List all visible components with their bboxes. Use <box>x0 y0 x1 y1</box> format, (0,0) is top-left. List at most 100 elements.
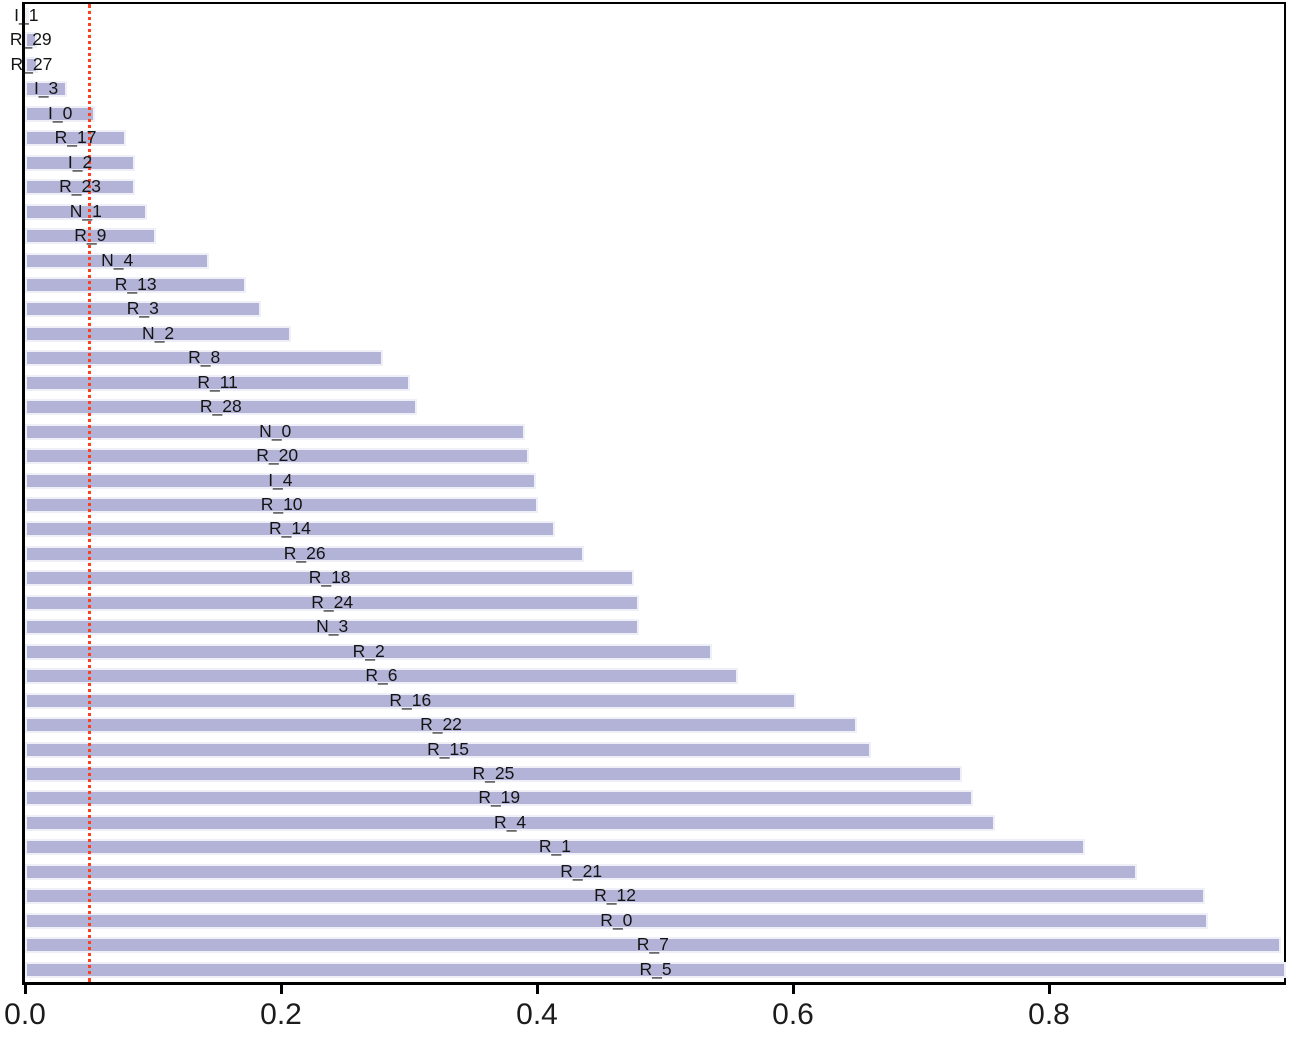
bar-row: R_26 <box>25 542 1284 566</box>
bar <box>25 937 1281 954</box>
x-axis-tick-label: 0.6 <box>772 998 814 1031</box>
bar-row: R_0 <box>25 909 1284 933</box>
bar <box>25 81 68 98</box>
bar <box>25 252 210 269</box>
bar <box>25 863 1138 880</box>
plot-area: I_1 R_29 R_27 I_3 I_0 R_17 I_2 R_23 N_1 R_9 N_4 R_1… <box>4 2 1286 1031</box>
bar-row: R_3 <box>25 297 1284 321</box>
bar-label: R_0 <box>600 909 633 930</box>
bar-label: R_12 <box>594 885 636 906</box>
bar-row: R_8 <box>25 346 1284 370</box>
bar-label: I_3 <box>33 78 59 99</box>
bar <box>25 668 738 685</box>
bar <box>25 961 1286 978</box>
bar <box>25 325 292 342</box>
bar-label: N_3 <box>316 616 349 637</box>
bar-row: N_0 <box>25 420 1284 444</box>
bar <box>25 717 857 734</box>
bar-label: R_28 <box>199 396 242 417</box>
bar-label: R_3 <box>126 298 159 319</box>
bar-row: R_1 <box>25 835 1284 859</box>
bar-row: N_4 <box>25 249 1284 273</box>
bar-row: R_12 <box>25 884 1284 908</box>
bar <box>25 179 136 196</box>
bar <box>25 497 539 513</box>
bar <box>25 765 962 782</box>
bar-row: R_24 <box>25 591 1284 615</box>
bar-label: R_22 <box>420 714 462 735</box>
bar <box>25 374 411 391</box>
bar <box>25 423 526 440</box>
x-axis-tick-label: 0.4 <box>516 998 558 1031</box>
bar-row: R_13 <box>25 273 1284 297</box>
bar-label: R_10 <box>260 494 303 514</box>
bar <box>25 570 635 587</box>
bar <box>25 154 136 171</box>
bar <box>25 839 1085 856</box>
bar <box>25 32 37 49</box>
bar-row: I_3 <box>25 77 1284 101</box>
bar-label: N_1 <box>69 200 102 221</box>
bar <box>25 56 38 73</box>
bar-row: R_9 <box>25 224 1284 248</box>
bar-label: R_19 <box>478 787 521 808</box>
bar <box>25 105 96 122</box>
x-axis-tick <box>23 982 27 994</box>
bar-label: R_24 <box>311 591 354 612</box>
bar-label: R_11 <box>197 371 238 392</box>
bar <box>25 448 530 465</box>
x-axis-tick <box>279 982 283 994</box>
bar-label: I_2 <box>67 151 93 172</box>
bar-label: N_4 <box>101 249 134 270</box>
bar-label: I_1 <box>14 5 39 25</box>
bar-row: R_22 <box>25 713 1284 737</box>
x-axis-tick <box>1047 982 1051 994</box>
bar-row: R_4 <box>25 811 1284 835</box>
bar-label: R_18 <box>308 567 351 588</box>
bar <box>25 619 640 636</box>
bar <box>25 301 261 318</box>
bar-label: R_29 <box>9 29 52 50</box>
bar-row: R_29 <box>10 28 1284 52</box>
x-axis-tick-label: 0.2 <box>260 998 302 1031</box>
bar-row: R_15 <box>25 738 1284 762</box>
bar-row: R_19 <box>25 786 1284 810</box>
bar <box>25 203 147 220</box>
bar-label: R_6 <box>365 665 398 686</box>
bar <box>25 594 640 611</box>
bar-row: R_20 <box>25 444 1284 468</box>
bar <box>25 643 713 660</box>
bar-label: R_25 <box>472 762 515 783</box>
x-axis-tick <box>791 982 795 994</box>
bar-label: R_16 <box>389 689 432 710</box>
bar-row: R_10 <box>25 493 1284 517</box>
bar-row: I_2 <box>25 151 1284 175</box>
x-axis-tick-label: 0.8 <box>1028 998 1070 1031</box>
bar-label: R_23 <box>59 176 101 197</box>
bar-label: R_13 <box>114 273 157 294</box>
bar-row: I_1 <box>14 4 1284 28</box>
bar-label: R_4 <box>494 811 527 832</box>
bar <box>25 790 974 807</box>
bar-row: R_2 <box>25 640 1284 664</box>
bar-label: R_7 <box>636 934 669 955</box>
bar-row: R_21 <box>25 860 1284 884</box>
bar-row: N_2 <box>25 322 1284 346</box>
bar-row: N_1 <box>25 200 1284 224</box>
bar-label: N_2 <box>142 322 175 343</box>
bar <box>25 8 29 24</box>
bar-label: R_1 <box>538 836 571 857</box>
bar-row: R_6 <box>25 664 1284 688</box>
x-axis-tick-label: 0.0 <box>4 998 46 1031</box>
bar-row: R_5 <box>25 958 1286 982</box>
bar <box>25 692 796 709</box>
bar-label: R_21 <box>560 860 603 881</box>
bar-label: R_20 <box>256 445 299 466</box>
bar-row: R_18 <box>25 566 1284 590</box>
bar <box>25 741 872 758</box>
bar <box>25 472 536 489</box>
bar-label: R_26 <box>283 542 326 563</box>
bar <box>25 888 1206 905</box>
bar-row: N_3 <box>25 615 1284 639</box>
